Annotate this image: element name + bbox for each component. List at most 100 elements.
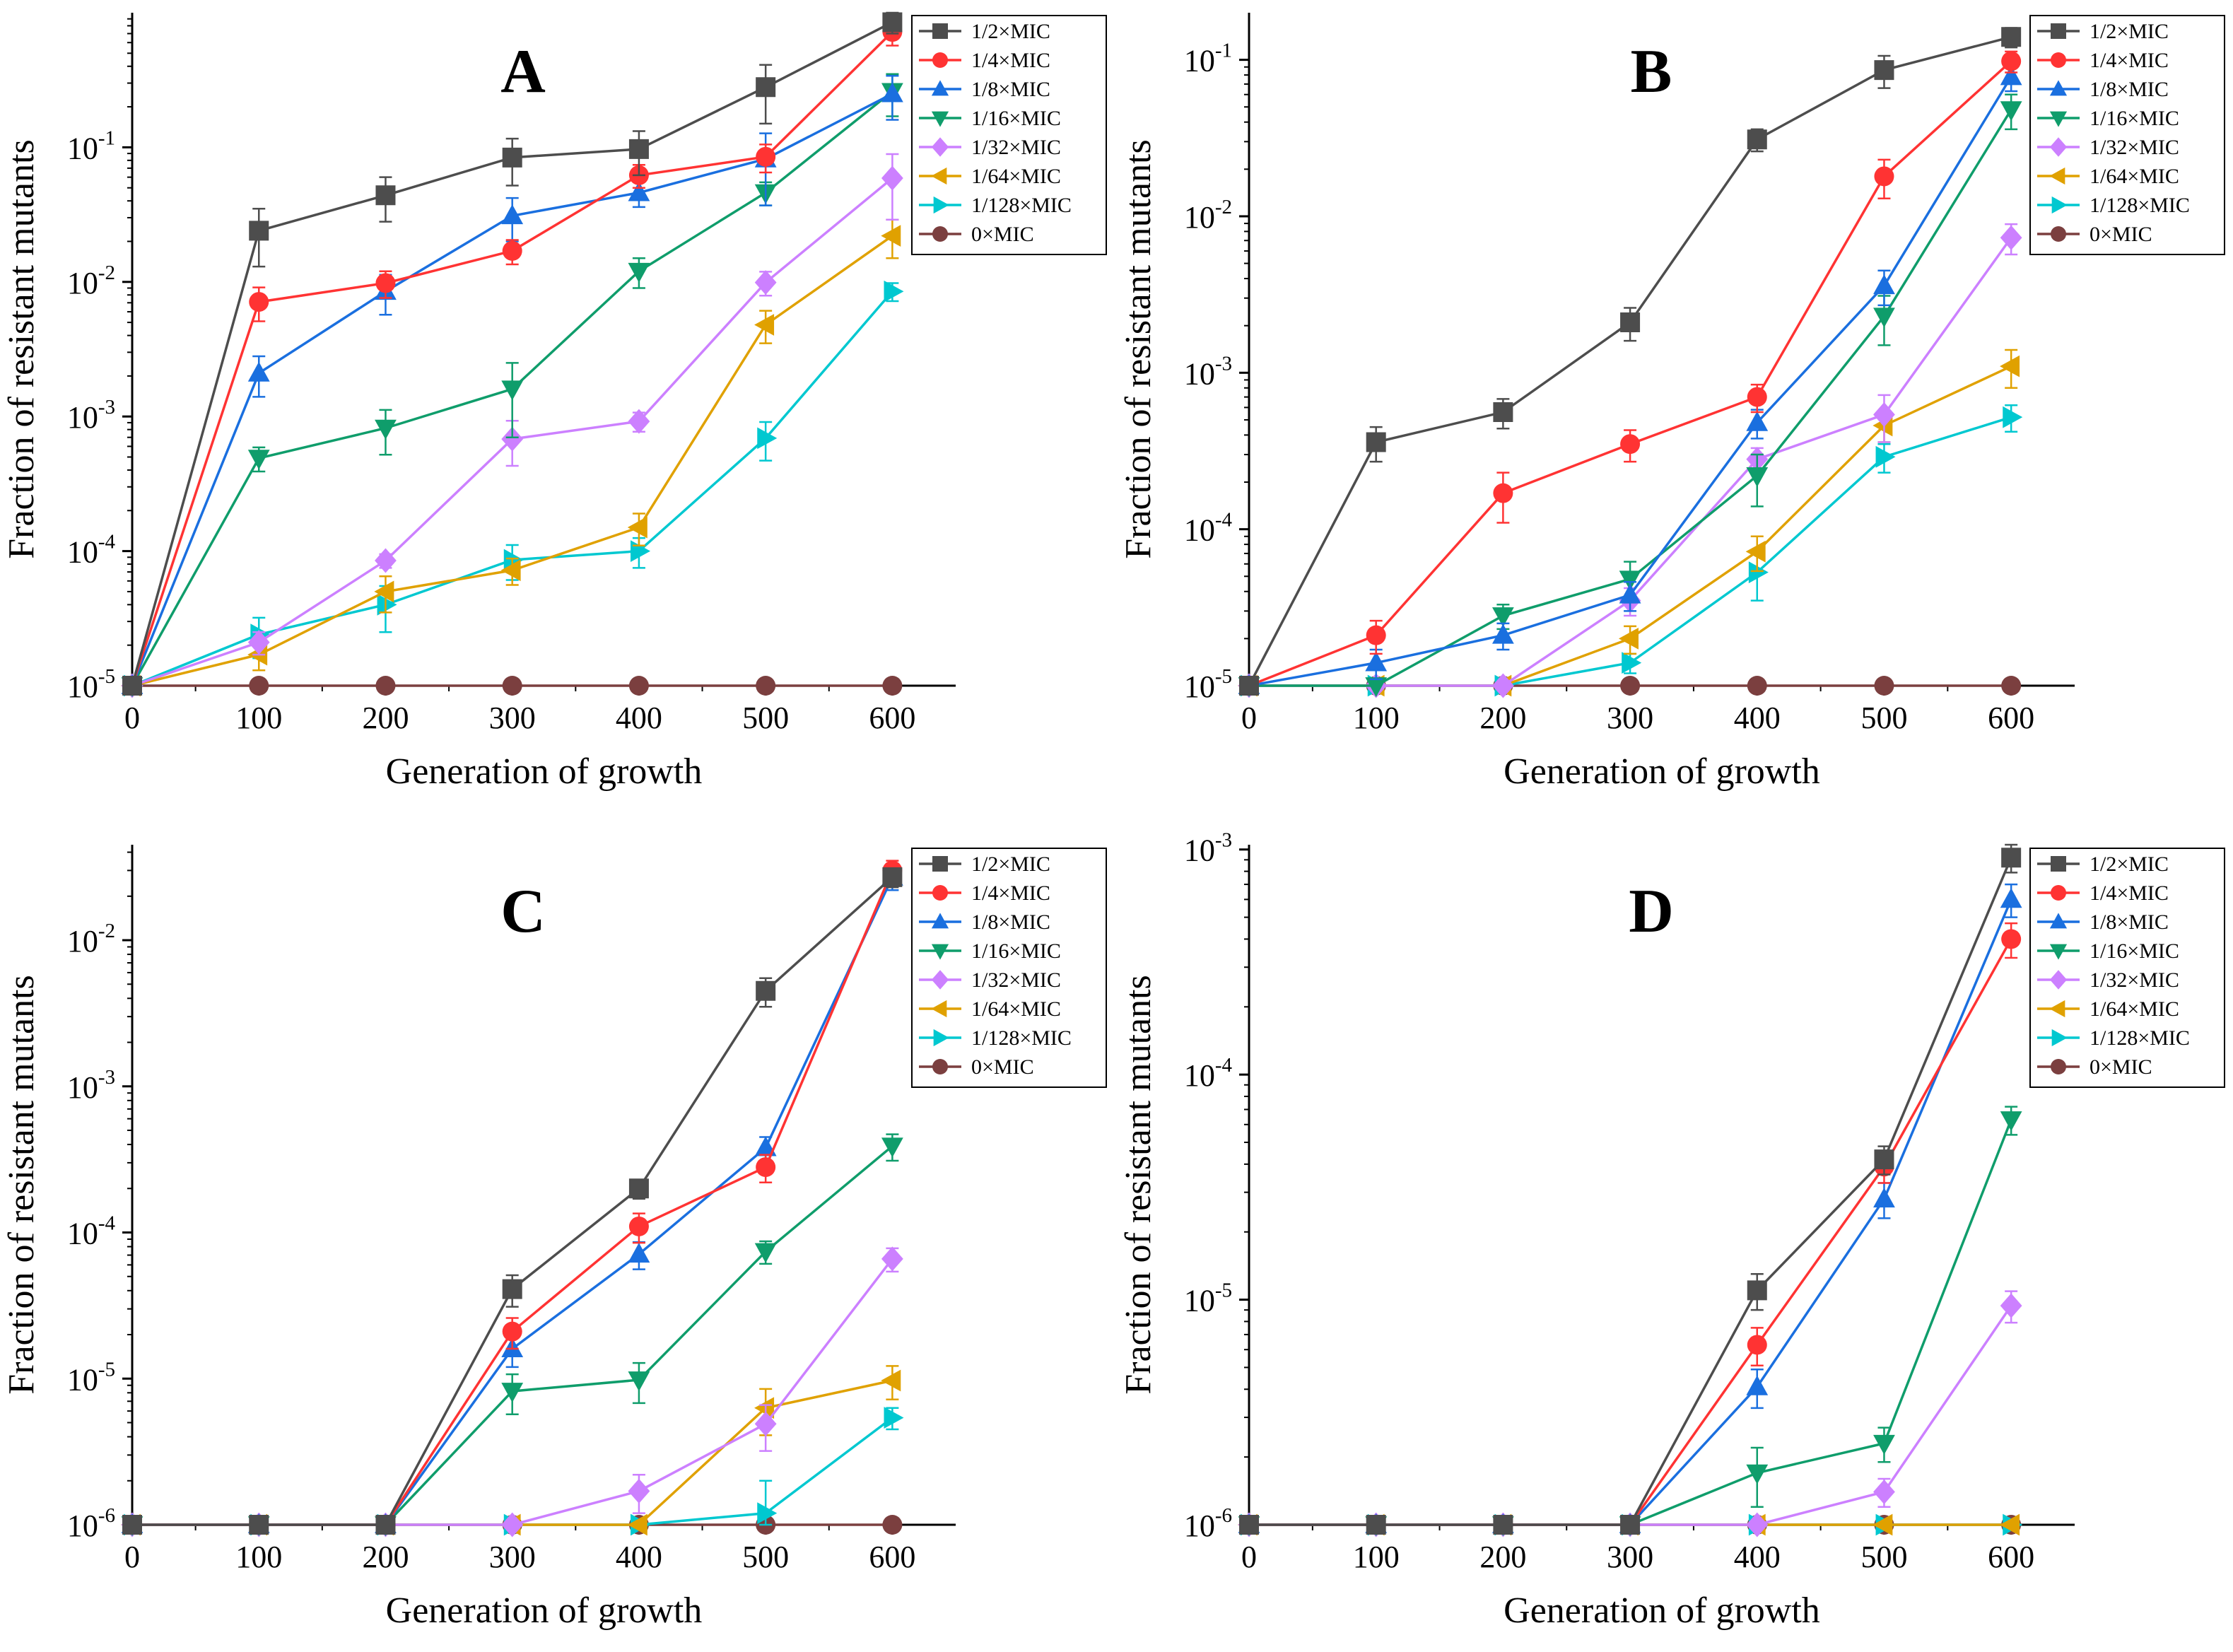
legend-label: 1/16×MIC [971,939,1061,963]
legend-marker [2051,52,2066,68]
data-point [628,1478,650,1504]
data-point [628,409,650,434]
x-tick-label: 500 [742,1540,789,1574]
legend-marker [932,23,948,39]
y-tick-label: 10-4 [1184,1054,1233,1093]
data-point [1620,676,1641,696]
data-point [1620,1515,1641,1535]
data-point [2000,101,2022,122]
legend-marker [931,944,949,960]
data-point [1745,540,1766,563]
data-point [627,516,647,539]
data-point [1747,129,1767,150]
legend-label: 1/16×MIC [2090,939,2179,963]
legend-marker [931,167,947,185]
panel-d: 0 100 200 300 400 500 600 10-6 10-5 10-4 10-3 Gener… [1118,829,2225,1631]
data-point [501,1512,524,1537]
series-1-2-mic [1239,843,2022,1535]
series-1-8-mic [1238,883,2022,1533]
y-tick-label: 10-4 [67,531,116,570]
y-tick-label: 10-1 [67,127,115,165]
legend-label: 0×MIC [971,1055,1034,1079]
data-point [1620,434,1641,455]
x-tick-label: 600 [1988,701,2034,735]
y-tick-label: 10-2 [67,262,115,300]
data-point [249,292,269,312]
data-point [501,204,524,225]
y-axis-title: Fraction of resistant mutants [1118,975,1159,1395]
data-point [1873,1479,1895,1504]
legend-label: 1/128×MIC [971,194,1072,217]
series-1-32-mic [1238,1290,2022,1537]
data-point [1747,1280,1767,1301]
legend-marker [2049,913,2068,929]
data-point [1365,677,1388,698]
legend-marker [2049,970,2068,990]
data-point [503,549,524,571]
legend-label: 1/128×MIC [971,1026,1072,1050]
y-tick-label: 10-3 [1184,829,1232,868]
x-tick-label: 100 [1353,1540,1400,1574]
series-line [132,869,893,1526]
legend-label: 0×MIC [2090,223,2152,246]
data-point [502,1279,522,1299]
y-tick-label: 10-1 [1184,40,1232,78]
legend-label: 1/4×MIC [971,881,1050,905]
data-point [628,1371,650,1392]
x-tick-label: 300 [489,1540,536,1574]
y-tick-label: 10-2 [67,920,115,959]
data-point [884,1407,904,1429]
data-point [375,185,396,206]
series-0-mic [122,676,903,696]
x-tick-label: 100 [1353,701,1400,735]
panel-letter: C [500,877,546,946]
data-point [2000,888,2022,908]
data-point [501,1383,524,1403]
x-tick-label: 0 [124,1540,140,1574]
legend-label: 1/64×MIC [971,997,1061,1021]
data-point [502,240,522,261]
panel-b: 0 100 200 300 400 500 600 10-5 10-4 10-3 10-2 10-1 G… [1118,13,2225,792]
panel-letter: D [1629,877,1674,946]
data-point [502,1321,522,1342]
legend: 1/2×MIC 1/4×MIC 1/8×MIC 1/16×MIC 1/32×MIC 1/6… [2029,848,2225,1088]
panel-a: 0 100 200 300 400 500 600 10-5 10-4 10-3 10-2 10-1 G… [1,11,1107,792]
data-point [881,1246,903,1272]
data-point [122,676,142,696]
legend-marker [2051,1059,2066,1074]
legend-label: 1/32×MIC [971,136,1061,159]
data-point [1366,1515,1386,1535]
data-point [1491,607,1514,628]
series-1-4-mic [1239,922,2022,1535]
y-tick-label: 10-5 [67,665,115,704]
data-point [1874,166,1894,187]
data-point [2001,848,2022,868]
legend-label: 1/8×MIC [971,910,1050,934]
data-point [1747,676,1767,696]
data-point [375,676,396,696]
y-tick-label: 10-4 [67,1212,116,1251]
x-tick-label: 400 [1734,1540,1781,1574]
series-1-8-mic [121,865,903,1533]
legend-marker [2051,1029,2068,1047]
data-point [2000,225,2022,250]
x-tick-label: 100 [235,1540,282,1574]
legend: 1/2×MIC 1/4×MIC 1/8×MIC 1/16×MIC 1/32×MIC 1/6… [2029,15,2225,255]
legend-marker [2051,196,2068,214]
legend-marker [931,970,949,990]
series-line [131,30,893,686]
series-line [1249,1119,2012,1526]
data-point [122,1515,142,1535]
legend-label: 1/2×MIC [971,853,1050,876]
series-1-2-mic [122,867,903,1535]
x-tick-label: 300 [1607,701,1653,735]
legend-label: 0×MIC [2090,1055,2152,1079]
data-point [1874,676,1894,696]
x-tick-label: 200 [1479,701,1526,735]
legend-marker [2049,80,2068,96]
data-point [1619,583,1641,604]
data-point [757,1502,778,1525]
x-tick-label: 200 [362,1540,409,1574]
y-axis-title: Fraction of resistant mutants [1118,139,1159,559]
data-point [1493,483,1513,503]
